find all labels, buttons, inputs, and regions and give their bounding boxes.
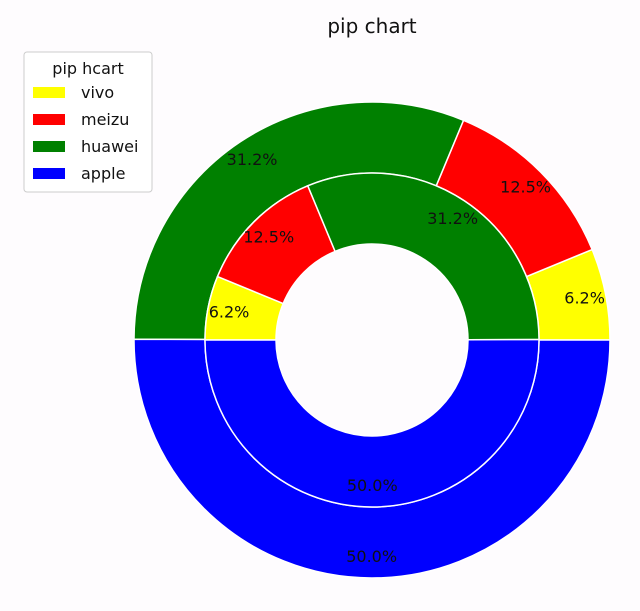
- inner-slice-apple: [204, 338, 540, 508]
- chart-title: pip chart: [327, 14, 416, 38]
- inner-slice-meizu: [216, 184, 337, 305]
- legend-label-meizu: meizu: [81, 110, 129, 129]
- legend-label-vivo: vivo: [81, 83, 114, 102]
- inner-label-apple: 50.0%: [347, 476, 398, 495]
- legend-swatch-apple: [33, 168, 65, 179]
- legend-swatch-huawei: [33, 141, 65, 152]
- legend-title: pip hcart: [52, 59, 123, 78]
- legend: pip hcart vivo meizu huawei apple: [23, 51, 153, 193]
- inner-label-vivo: 6.2%: [209, 302, 250, 321]
- inner-label-meizu: 12.5%: [243, 228, 294, 247]
- legend-label-apple: apple: [81, 164, 125, 183]
- outer-label-huawei: 31.2%: [227, 150, 278, 169]
- legend-swatch-meizu: [33, 114, 65, 125]
- legend-swatch-vivo: [33, 87, 65, 98]
- legend-label-huawei: huawei: [81, 137, 138, 156]
- outer-label-apple: 50.0%: [346, 547, 397, 566]
- slice-labels: 6.2% 12.5% 31.2% 50.0% 6.2% 12.5% 31.2% 50.0%: [209, 150, 605, 566]
- legend-items: vivo meizu huawei apple: [33, 83, 138, 183]
- inner-label-huawei: 31.2%: [427, 209, 478, 228]
- donut-rings: [133, 101, 611, 579]
- outer-label-vivo: 6.2%: [564, 289, 605, 308]
- inner-slice-huawei: [306, 172, 540, 341]
- outer-label-meizu: 12.5%: [500, 178, 551, 197]
